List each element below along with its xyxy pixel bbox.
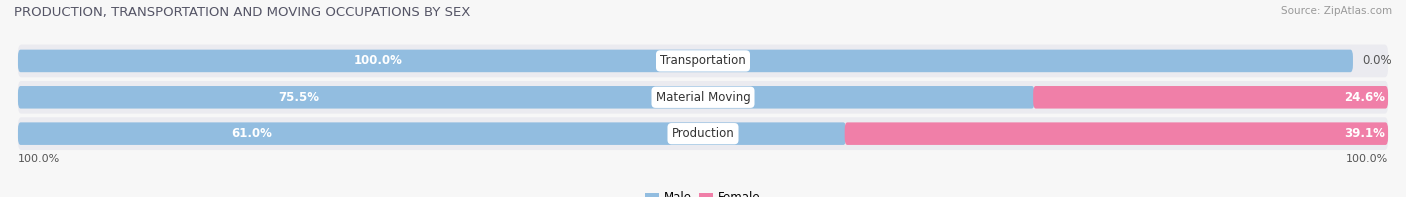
FancyBboxPatch shape bbox=[845, 122, 1388, 145]
Text: Transportation: Transportation bbox=[661, 54, 745, 67]
Text: 39.1%: 39.1% bbox=[1344, 127, 1385, 140]
Text: 61.0%: 61.0% bbox=[231, 127, 271, 140]
Text: 100.0%: 100.0% bbox=[353, 54, 402, 67]
FancyBboxPatch shape bbox=[18, 122, 846, 145]
Text: Production: Production bbox=[672, 127, 734, 140]
Text: 100.0%: 100.0% bbox=[18, 154, 60, 164]
Text: Source: ZipAtlas.com: Source: ZipAtlas.com bbox=[1281, 6, 1392, 16]
Text: PRODUCTION, TRANSPORTATION AND MOVING OCCUPATIONS BY SEX: PRODUCTION, TRANSPORTATION AND MOVING OC… bbox=[14, 6, 471, 19]
Legend: Male, Female: Male, Female bbox=[641, 187, 765, 197]
Text: 0.0%: 0.0% bbox=[1362, 54, 1392, 67]
Text: 75.5%: 75.5% bbox=[278, 91, 319, 104]
Text: 100.0%: 100.0% bbox=[1346, 154, 1388, 164]
FancyBboxPatch shape bbox=[18, 50, 1353, 72]
FancyBboxPatch shape bbox=[18, 81, 1388, 114]
Text: 24.6%: 24.6% bbox=[1344, 91, 1385, 104]
Text: Material Moving: Material Moving bbox=[655, 91, 751, 104]
FancyBboxPatch shape bbox=[18, 117, 1388, 150]
FancyBboxPatch shape bbox=[18, 86, 1035, 109]
FancyBboxPatch shape bbox=[18, 45, 1388, 77]
FancyBboxPatch shape bbox=[1033, 86, 1388, 109]
